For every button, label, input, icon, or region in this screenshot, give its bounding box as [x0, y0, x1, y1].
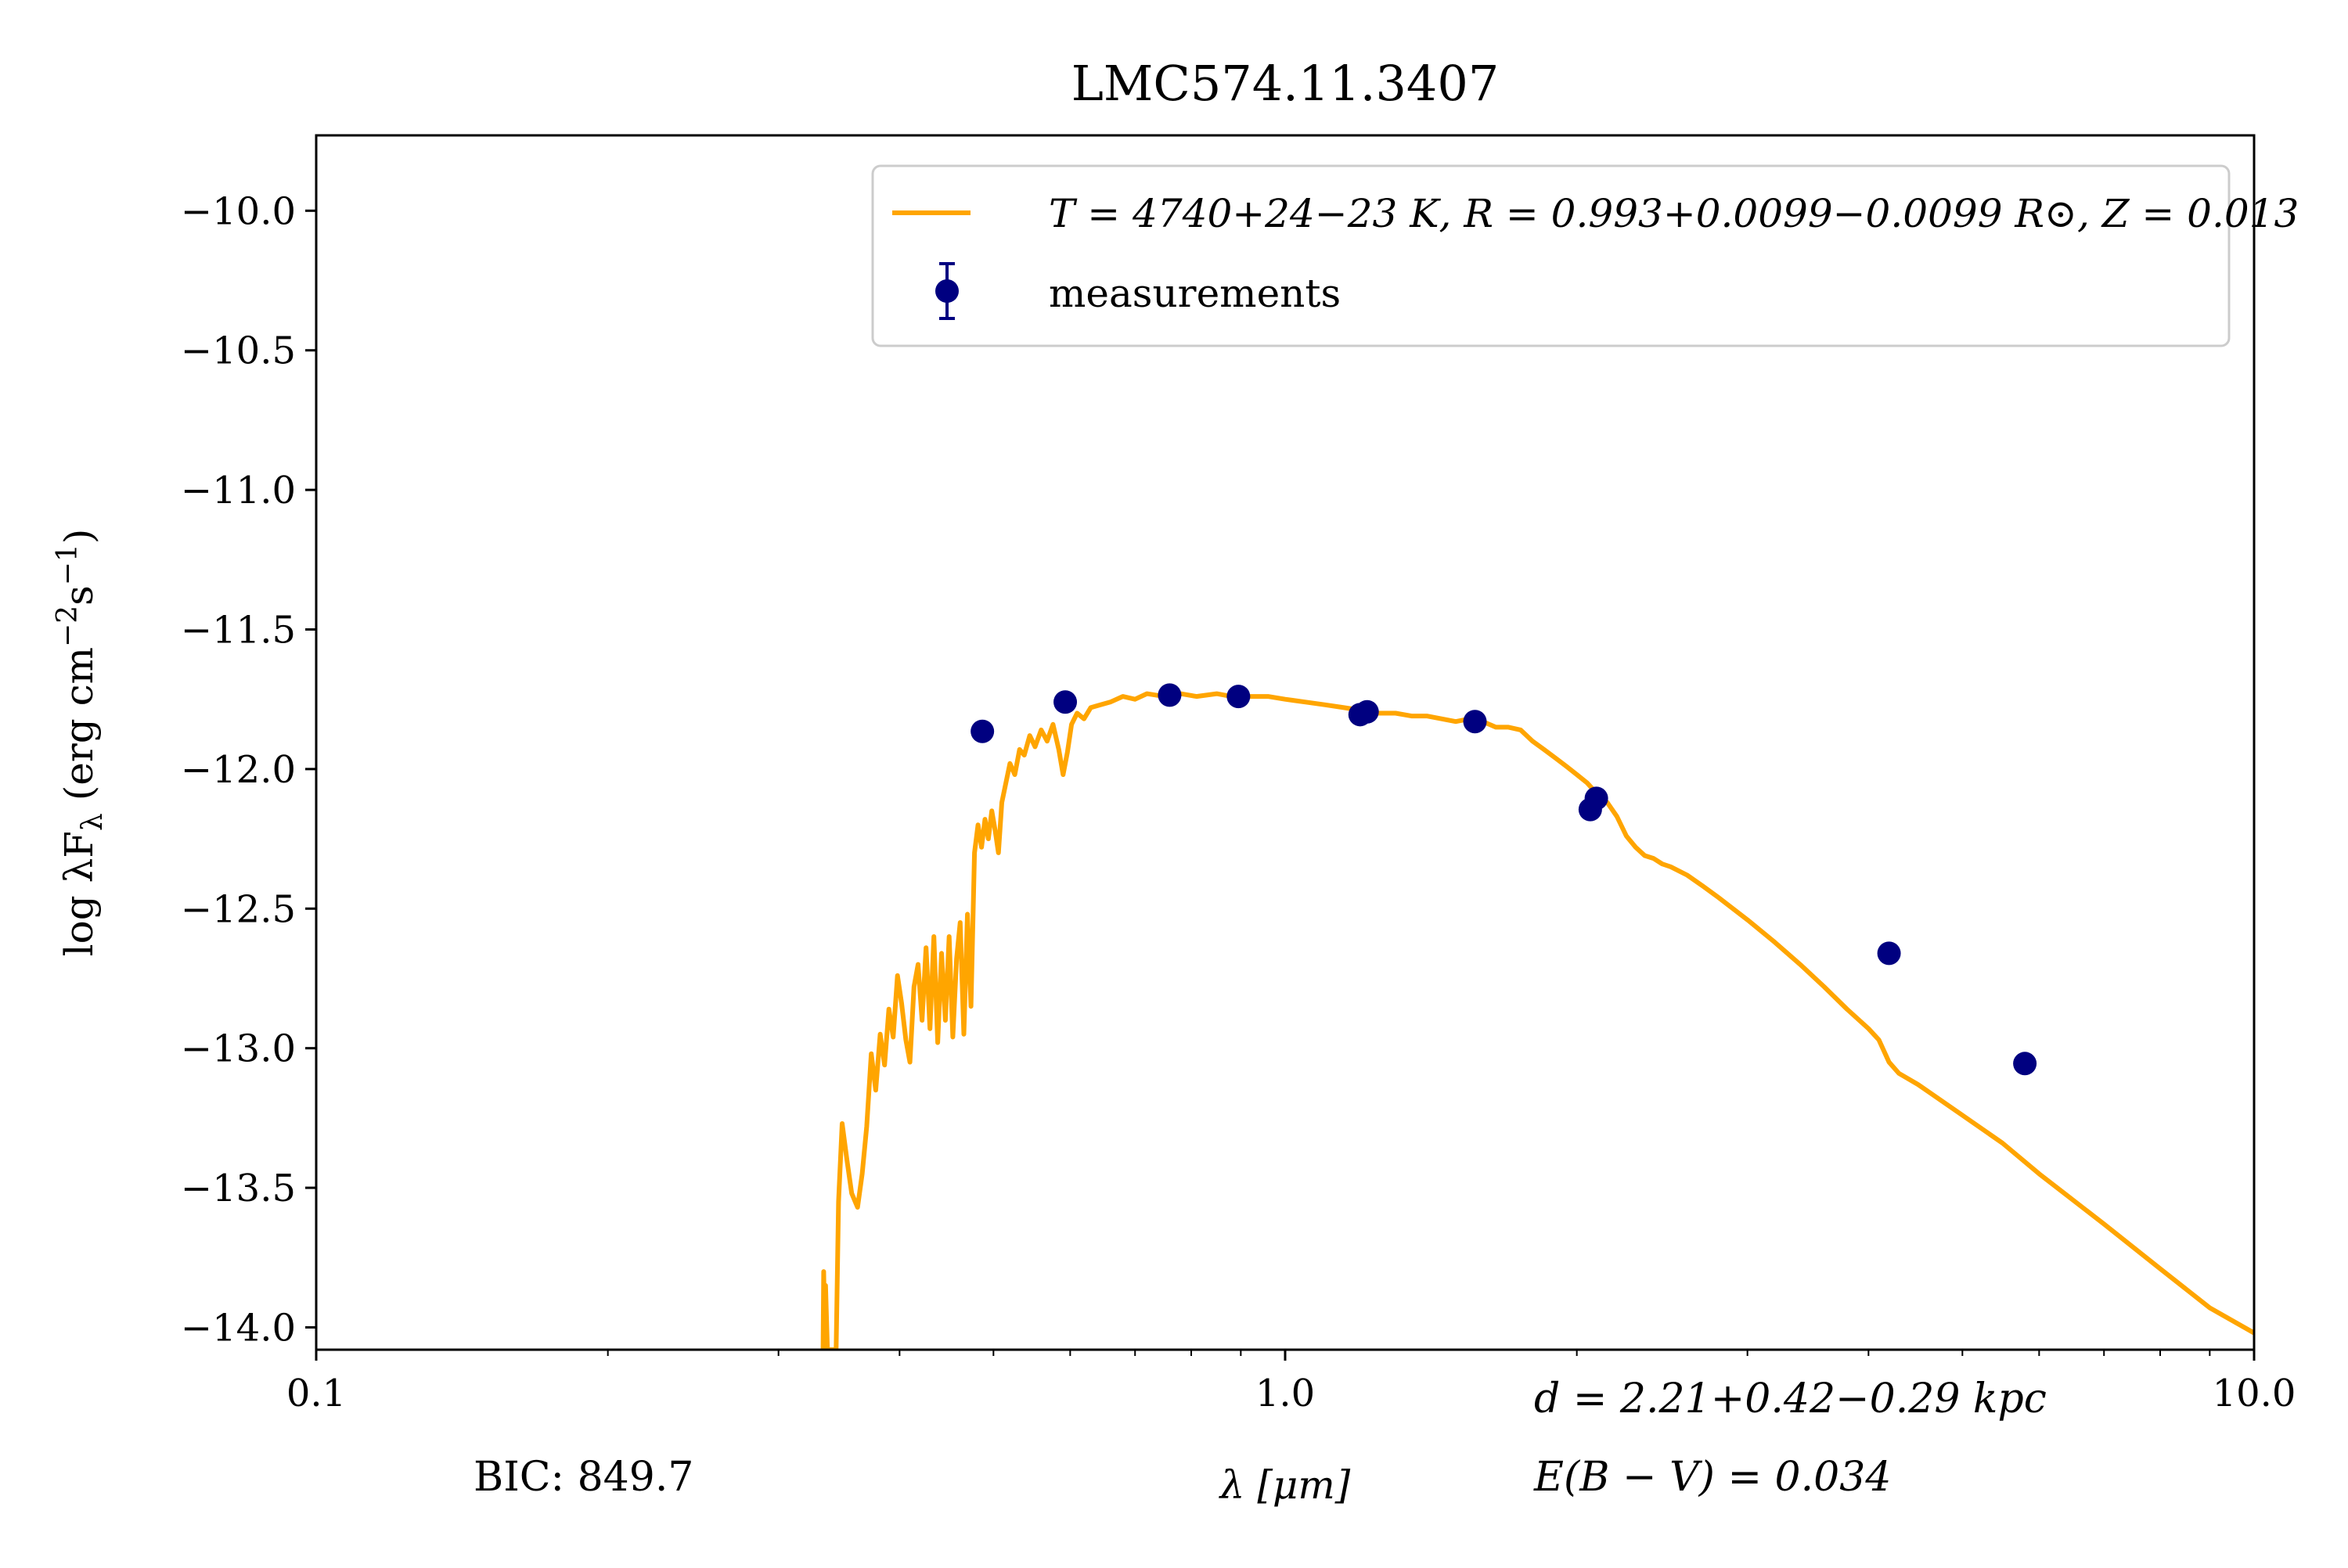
- bic-annotation: BIC: 849.7: [474, 1454, 693, 1501]
- y-label-main: log λF: [56, 831, 102, 956]
- x-axis-label: λ [μm]: [1219, 1462, 1351, 1508]
- y-tick-label-3: −11.5: [181, 609, 296, 653]
- y-label-sub: λ: [77, 813, 109, 831]
- y-tick-label-4: −12.0: [181, 748, 296, 792]
- measurement-point-0: [971, 719, 995, 743]
- x-tick-label-1: 1.0: [1255, 1372, 1315, 1415]
- measurement-point-5: [1355, 699, 1379, 724]
- y-tick-label-6: −13.0: [181, 1027, 296, 1071]
- measurement-point-9: [1877, 941, 1901, 966]
- data-group: [820, 683, 2254, 1350]
- legend-model-label: T = 4740+24−23 K, R = 0.993+0.0099−0.009…: [1049, 191, 2299, 236]
- ebv-annotation: E(B − V) = 0.034: [1533, 1454, 1891, 1501]
- y-tick-label-0: −10.0: [181, 189, 296, 233]
- y-axis-label: log λFλ (erg cm−2s−1): [52, 529, 109, 957]
- y-tick-label-7: −13.5: [181, 1167, 296, 1210]
- y-label-units-mid: s: [56, 585, 102, 606]
- x-tick-label-0: 0.1: [286, 1372, 346, 1415]
- y-tick-label-8: −14.0: [181, 1306, 296, 1350]
- measurement-point-2: [1158, 683, 1182, 707]
- y-label-units: (erg cm: [56, 647, 102, 813]
- measurement-point-3: [1226, 685, 1251, 709]
- x-tick-label-2: 10.0: [2213, 1372, 2296, 1415]
- measurement-point-1: [1053, 690, 1078, 714]
- measurement-point-10: [2013, 1052, 2037, 1076]
- model-spectrum-line: [820, 691, 2254, 1350]
- measurement-point-8: [1584, 786, 1608, 811]
- distance-annotation: d = 2.21+0.42−0.29 kpc: [1534, 1376, 2047, 1422]
- legend-measurement-swatch: [935, 279, 959, 303]
- y-tick-label-1: −10.5: [181, 329, 296, 373]
- legend-measurement-label: measurements: [1049, 271, 1341, 316]
- chart-title: LMC574.11.3407: [1071, 55, 1500, 112]
- y-label-exp1: −2: [52, 606, 84, 647]
- y-label-units-end: ): [56, 529, 102, 545]
- legend-box: [871, 164, 2231, 347]
- measurement-point-6: [1463, 710, 1487, 734]
- y-label-exp2: −1: [52, 544, 84, 585]
- y-tick-label-2: −11.0: [181, 469, 296, 512]
- y-tick-label-5: −12.5: [181, 887, 296, 931]
